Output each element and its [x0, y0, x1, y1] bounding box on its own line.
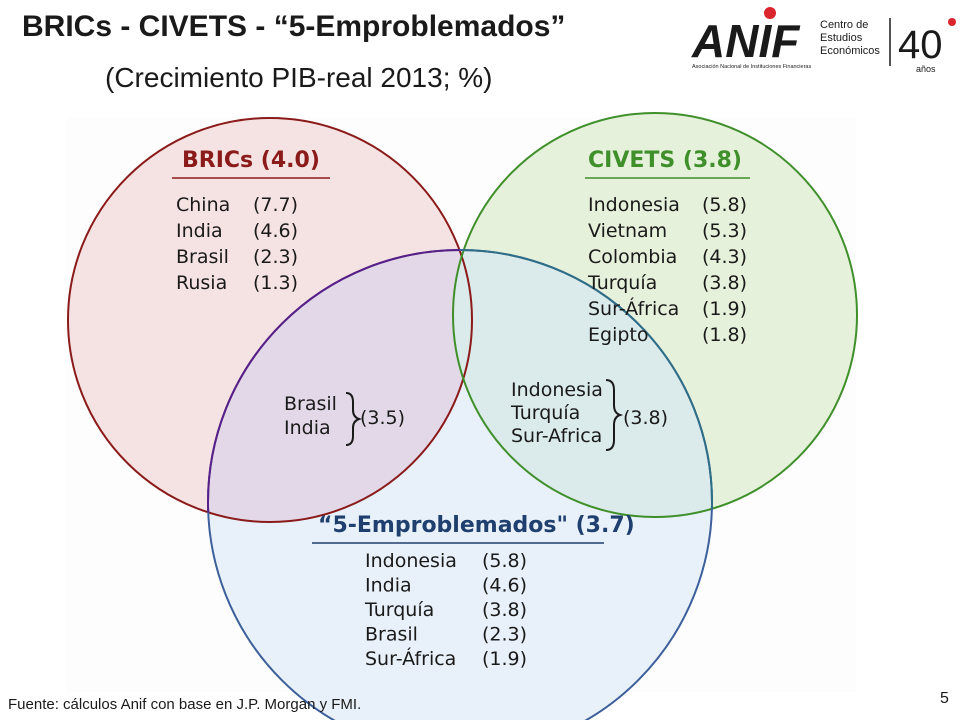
civets-item-country: Egipto [588, 324, 648, 346]
overlap-civets-emp-group: Indonesia Turquía Sur-Africa (3.8) [510, 379, 668, 451]
page-number: 5 [940, 690, 949, 707]
logo-center-line2: Estudios [820, 32, 863, 44]
overlap-left-country: India [284, 417, 331, 439]
emproblemados-item-value: (1.9) [482, 648, 527, 670]
overlap-right-value: (3.8) [623, 407, 668, 429]
emproblemados-header: “5-Emproblemados" (3.7) [318, 513, 635, 538]
emproblemados-item-value: (5.8) [482, 550, 527, 572]
outline-civets [452, 112, 858, 518]
logo-anniversary-sub: años [916, 64, 936, 74]
outline-brics [67, 117, 473, 523]
emproblemados-item-country: India [365, 575, 412, 597]
emproblemados-item-country: Sur-África [365, 647, 456, 670]
anif-logo: ANIF Asociación Nacional de Institucione… [691, 7, 956, 74]
overlap-brics-emp-group: Brasil India (3.5) [284, 392, 405, 446]
brics-item-value: (2.3) [253, 246, 298, 268]
overlap-right-country: Indonesia [511, 379, 603, 401]
emproblemados-item-country: Indonesia [365, 550, 457, 572]
brics-group: BRICs (4.0) China (7.7) India (4.6) Brasil (2… [172, 148, 330, 294]
brics-header: BRICs (4.0) [182, 148, 320, 173]
civets-item-value: (1.9) [702, 298, 747, 320]
civets-item-country: Indonesia [588, 194, 680, 216]
brics-item-value: (7.7) [253, 194, 298, 216]
source-note: Fuente: cálculos Anif con base en J.P. M… [8, 696, 362, 713]
civets-header: CIVETS (3.8) [588, 148, 742, 173]
civets-group: CIVETS (3.8) Indonesia (5.8) Vietnam (5.3) C… [585, 148, 750, 346]
overlap-right-brace-icon [605, 379, 624, 451]
civets-item-value: (1.8) [702, 324, 747, 346]
emproblemados-item-value: (4.6) [482, 575, 527, 597]
civets-item-country: Turquía [587, 272, 657, 294]
brics-item-country: Rusia [176, 272, 227, 294]
civets-item-value: (5.3) [702, 220, 747, 242]
civets-item-value: (4.3) [702, 246, 747, 268]
emproblemados-group: “5-Emproblemados" (3.7) Indonesia (5.8) In… [312, 513, 635, 670]
emproblemados-item-value: (2.3) [482, 624, 527, 646]
civets-item-value: (3.8) [702, 272, 747, 294]
brics-item-country: India [176, 220, 223, 242]
slide-subtitle: (Crecimiento PIB-real 2013; %) [105, 62, 493, 93]
overlap-left-brace-icon [345, 392, 363, 446]
logo-tagline: Asociación Nacional de Instituciones Fin… [692, 64, 811, 70]
civets-item-country: Vietnam [588, 220, 667, 242]
logo-wordmark: ANIF [691, 15, 801, 67]
logo-center-line3: Económicos [820, 45, 880, 57]
slide-title: BRICs - CIVETS - “5-Emproblemados” [22, 10, 566, 43]
brics-item-country: China [176, 194, 230, 216]
logo-anniversary: 40 [898, 23, 943, 67]
overlap-right-country: Sur-Africa [511, 425, 602, 447]
overlap-left-value: (3.5) [360, 407, 405, 429]
brics-item-value: (1.3) [253, 272, 298, 294]
civets-item-value: (5.8) [702, 194, 747, 216]
emproblemados-item-value: (3.8) [482, 599, 527, 621]
emproblemados-item-country: Turquía [364, 599, 434, 621]
brics-item-value: (4.6) [253, 220, 298, 242]
logo-anniversary-dot-icon [948, 18, 956, 26]
brics-item-country: Brasil [176, 246, 229, 268]
emproblemados-item-country: Brasil [365, 624, 418, 646]
logo-red-dot-icon [764, 7, 776, 19]
civets-item-country: Colombia [588, 246, 677, 268]
overlap-left-country: Brasil [284, 393, 337, 415]
overlap-right-country: Turquía [510, 402, 580, 424]
logo-center-line1: Centro de [820, 19, 868, 31]
civets-item-country: Sur-África [588, 297, 679, 320]
